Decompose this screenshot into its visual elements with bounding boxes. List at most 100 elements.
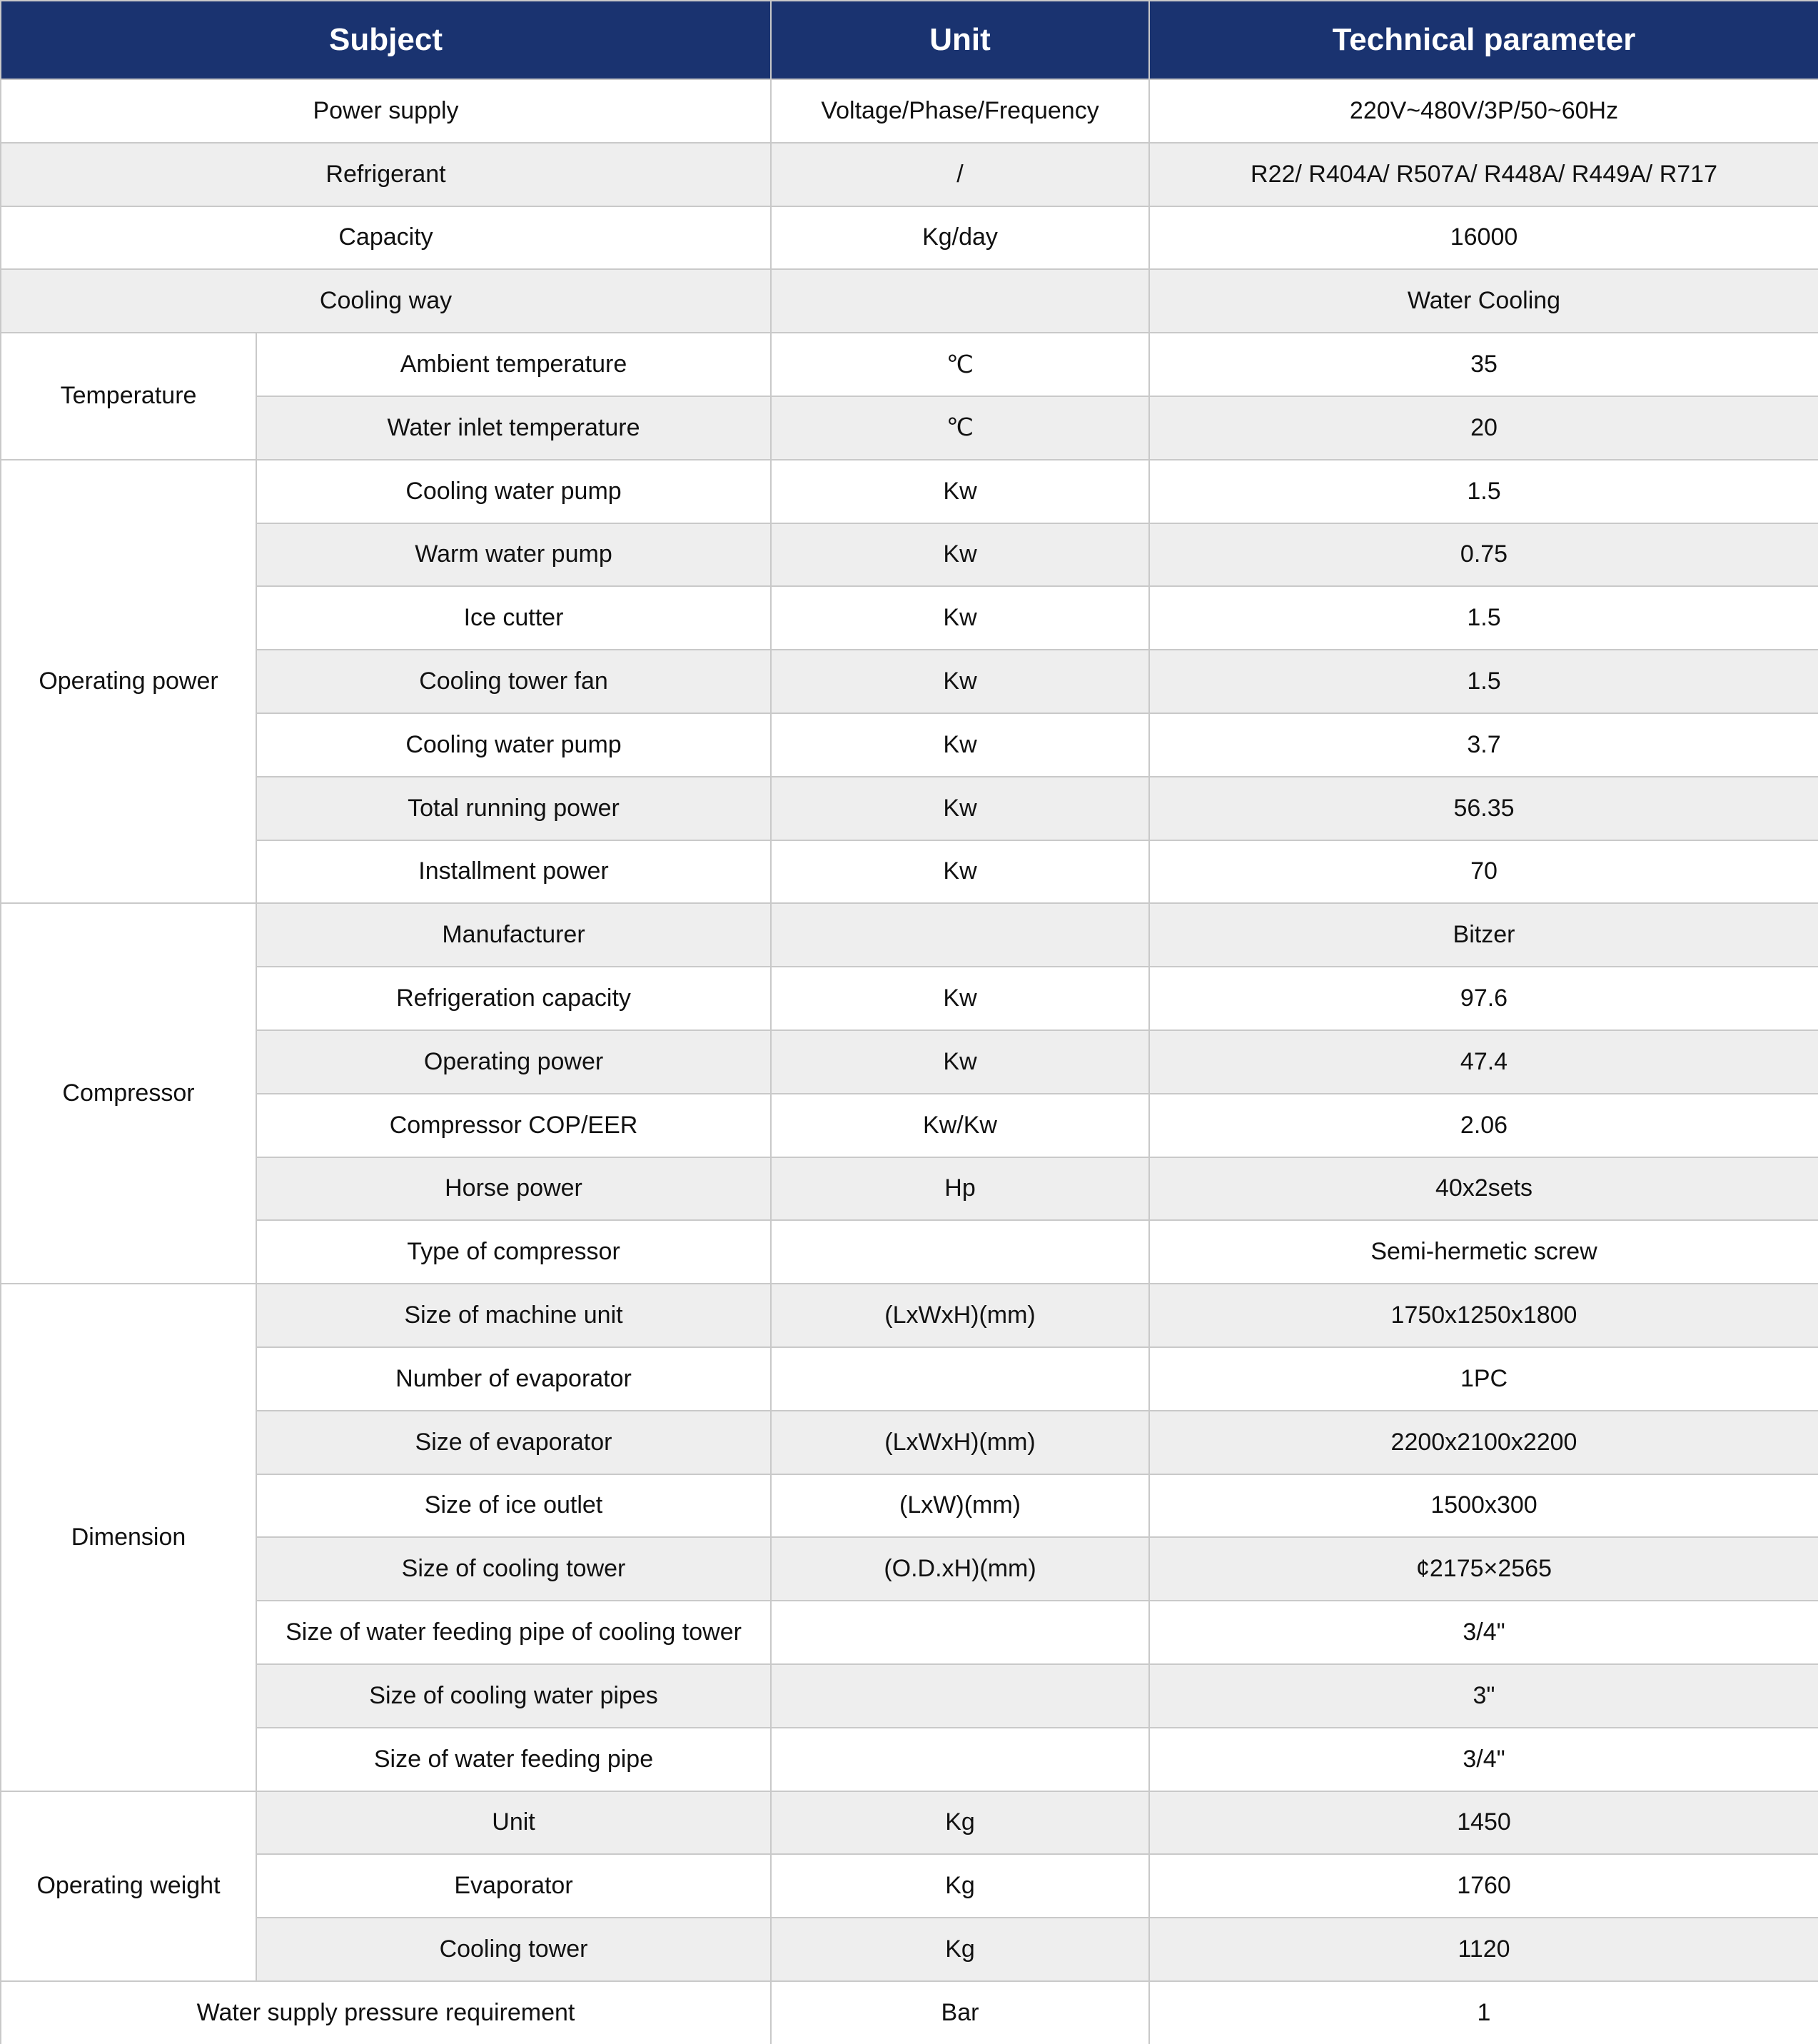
subject-cell: Power supply: [0, 79, 772, 144]
value-cell: 1450: [1148, 1790, 1818, 1856]
unit-cell: [770, 268, 1151, 334]
subject-cell: Cooling water pump: [255, 712, 772, 777]
value-cell: 20: [1148, 395, 1818, 460]
unit-cell: Kg: [770, 1790, 1151, 1856]
unit-cell: Hp: [770, 1156, 1151, 1222]
subject-cell: Operating power: [255, 1029, 772, 1094]
subject-cell: Cooling water pump: [255, 458, 772, 524]
unit-cell: /: [770, 141, 1151, 207]
value-cell: 3/4": [1148, 1600, 1818, 1665]
subject-cell: Cooling way: [0, 268, 772, 334]
row: Type of compressor Semi-hermetic screw: [1, 1219, 1818, 1285]
row: Size of cooling water pipes 3": [1, 1663, 1818, 1728]
subject-cell: Capacity: [0, 205, 772, 271]
value-cell: 1.5: [1148, 458, 1818, 524]
unit-cell: Kw/Kw: [770, 1092, 1151, 1158]
row: Horse power Hp 40x2sets: [1, 1156, 1818, 1222]
row: Dimension Size of machine unit (LxWxH)(mm)…: [0, 1283, 1818, 1792]
unit-cell: [770, 1663, 1151, 1728]
value-cell: 3": [1148, 1663, 1818, 1728]
row: Total running power Kw 56.35: [1, 775, 1818, 841]
row: Operating power Cooling water pump Kw 1.5: [0, 458, 1818, 905]
subject-cell: Refrigeration capacity: [255, 966, 772, 1031]
value-cell: 1760: [1148, 1853, 1818, 1919]
subject-cell: Water supply pressure requirement: [0, 1980, 772, 2044]
group-cell: Dimension: [0, 1283, 257, 1792]
subject-cell: Evaporator: [255, 1853, 772, 1919]
row: Refrigeration capacity Kw 97.6: [1, 966, 1818, 1031]
value-cell: 1PC: [1148, 1346, 1818, 1411]
unit-cell: (LxWxH)(mm): [770, 1283, 1151, 1348]
row: Operating power Kw 47.4: [1, 1029, 1818, 1094]
subject-cell: Size of machine unit: [255, 1283, 772, 1348]
row: Refrigerant / R22/ R404A/ R507A/ R448A/ R4…: [0, 141, 1818, 207]
row: Evaporator Kg 1760: [1, 1853, 1818, 1919]
unit-cell: Kw: [770, 712, 1151, 777]
value-cell: 47.4: [1148, 1029, 1818, 1094]
unit-cell: Kw: [770, 585, 1151, 651]
row: Cooling tower Kg 1120: [1, 1917, 1818, 1982]
unit-cell: (LxWxH)(mm): [770, 1409, 1151, 1475]
subject-cell: Horse power: [255, 1156, 772, 1222]
value-cell: 97.6: [1148, 966, 1818, 1031]
subject-cell: Ambient temperature: [255, 332, 772, 397]
row: Installment power Kw 70: [1, 839, 1818, 905]
row: Temperature Ambient temperature ℃ 35: [0, 332, 1818, 460]
subject-cell: Size of cooling tower: [255, 1536, 772, 1602]
value-cell: R22/ R404A/ R507A/ R448A/ R449A/ R717: [1148, 141, 1818, 207]
value-cell: 3.7: [1148, 712, 1818, 777]
value-cell: 70: [1148, 839, 1818, 905]
group-cell: Temperature: [0, 332, 257, 460]
value-cell: Semi-hermetic screw: [1148, 1219, 1818, 1285]
value-cell: 2.06: [1148, 1092, 1818, 1158]
row: Size of ice outlet (LxW)(mm) 1500x300: [1, 1473, 1818, 1539]
unit-cell: [770, 902, 1151, 968]
value-cell: 1750x1250x1800: [1148, 1283, 1818, 1348]
subject-cell: Warm water pump: [255, 522, 772, 588]
subject-cell: Size of water feeding pipe of cooling to…: [255, 1600, 772, 1665]
unit-cell: ℃: [770, 395, 1151, 460]
unit-cell: [770, 1600, 1151, 1665]
unit-cell: Kw: [770, 1029, 1151, 1094]
value-cell: 1500x300: [1148, 1473, 1818, 1539]
subject-cell: Size of cooling water pipes: [255, 1663, 772, 1728]
row: Size of evaporator (LxWxH)(mm) 2200x2100x2…: [1, 1409, 1818, 1475]
unit-cell: [770, 1346, 1151, 1411]
value-cell: 1.5: [1148, 585, 1818, 651]
value-cell: 40x2sets: [1148, 1156, 1818, 1222]
row: Water inlet temperature ℃ 20: [1, 395, 1818, 460]
subject-cell: Compressor COP/EER: [255, 1092, 772, 1158]
row: Ice cutter Kw 1.5: [1, 585, 1818, 651]
subject-cell: Water inlet temperature: [255, 395, 772, 460]
value-cell: 35: [1148, 332, 1818, 397]
header-row: Subject Unit Technical parameter: [0, 0, 1818, 80]
unit-cell: [770, 1219, 1151, 1285]
value-cell: 16000: [1148, 205, 1818, 271]
row: Operating weight Unit Kg 1450: [0, 1790, 1818, 1982]
subject-cell: Ice cutter: [255, 585, 772, 651]
subject-cell: Cooling tower fan: [255, 649, 772, 714]
subject-cell: Refrigerant: [0, 141, 772, 207]
unit-cell: Kg: [770, 1853, 1151, 1919]
subject-cell: Number of evaporator: [255, 1346, 772, 1411]
value-cell: 1120: [1148, 1917, 1818, 1982]
unit-cell: ℃: [770, 332, 1151, 397]
group-cell: Operating power: [0, 458, 257, 905]
unit-cell: (LxW)(mm): [770, 1473, 1151, 1539]
header-cell: Unit: [770, 0, 1151, 80]
subject-cell: Total running power: [255, 775, 772, 841]
row: Capacity Kg/day 16000: [0, 205, 1818, 271]
header-cell: Technical parameter: [1148, 0, 1818, 80]
row: Power supply Voltage/Phase/Frequency 220V~…: [0, 79, 1818, 144]
row: Cooling tower fan Kw 1.5: [1, 649, 1818, 714]
unit-cell: Kg/day: [770, 205, 1151, 271]
value-cell: 1: [1148, 1980, 1818, 2044]
row: Number of evaporator 1PC: [1, 1346, 1818, 1411]
unit-cell: Voltage/Phase/Frequency: [770, 79, 1151, 144]
unit-cell: Kw: [770, 649, 1151, 714]
value-cell: Water Cooling: [1148, 268, 1818, 334]
subject-cell: Unit: [255, 1790, 772, 1856]
row: Size of water feeding pipe 3/4": [1, 1726, 1818, 1792]
unit-cell: Kw: [770, 458, 1151, 524]
